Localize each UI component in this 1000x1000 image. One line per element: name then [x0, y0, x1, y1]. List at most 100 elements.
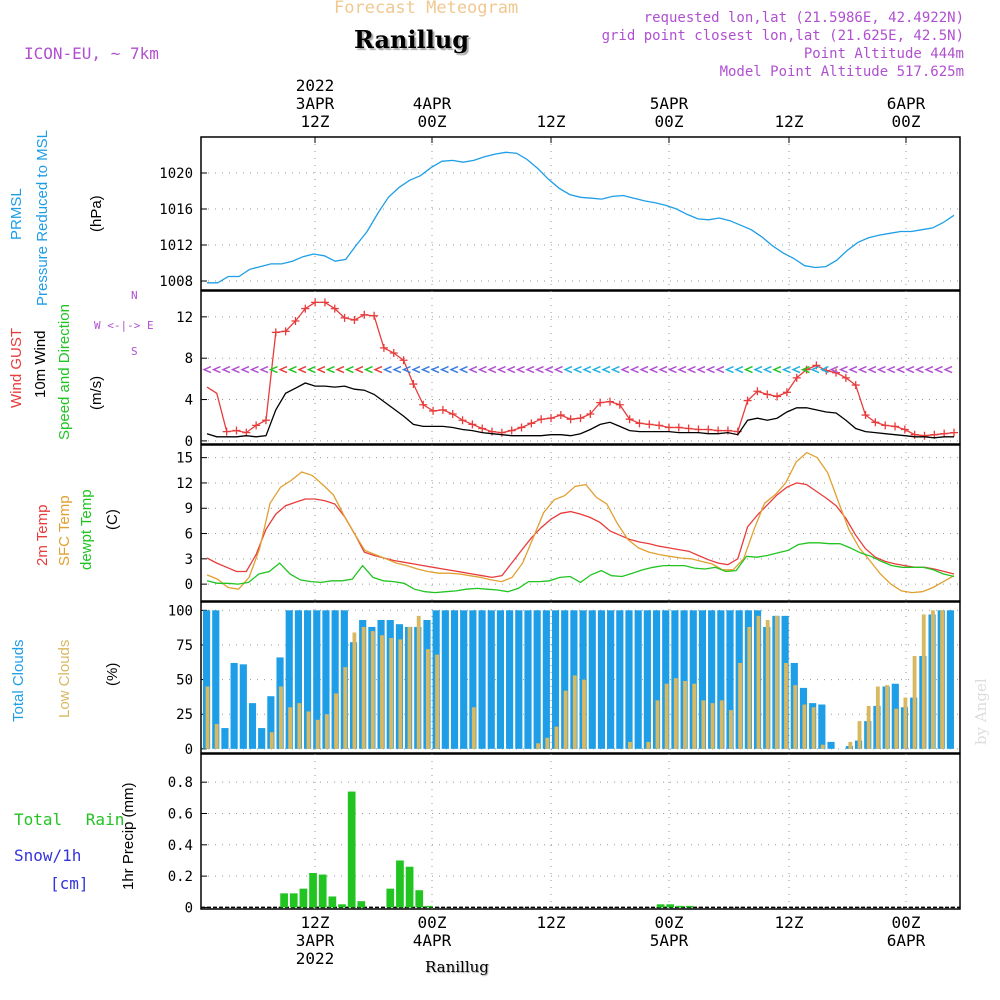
wind-direction-arrow: [411, 365, 421, 374]
y-tick-label: 0.8: [168, 775, 193, 791]
low-cloud-bar: [728, 710, 733, 749]
low-cloud-bar: [370, 631, 375, 749]
series-line-pressure: [207, 151, 955, 284]
gust-marker: [301, 304, 310, 313]
wind-direction-arrow: [943, 365, 953, 374]
low-cloud-bar: [205, 686, 210, 749]
wind-direction-arrow: [914, 365, 924, 374]
top-time-label: 3APR: [295, 94, 335, 113]
total-cloud-bar: [542, 610, 550, 749]
total-cloud-bar: [726, 610, 734, 749]
bottom-time-label: 4APR: [412, 931, 452, 950]
gust-marker: [281, 327, 290, 336]
total-cloud-bar: [478, 610, 486, 749]
total-cloud-bar: [524, 610, 532, 749]
low-cloud-bar: [435, 654, 440, 749]
gust-marker: [360, 310, 369, 319]
gust-marker: [291, 316, 300, 325]
gust-marker: [920, 431, 929, 440]
gust-marker: [596, 398, 605, 407]
wind-direction-arrow: [648, 365, 658, 374]
total-cloud-bar: [239, 664, 247, 749]
wind-direction-arrow: [287, 365, 297, 374]
total-cloud-bar: [698, 610, 707, 749]
y-tick-label: 0: [185, 577, 193, 593]
low-cloud-bar: [279, 686, 283, 749]
total-cloud-bar: [717, 610, 725, 749]
series-line-sfc-temp: [206, 451, 955, 594]
gust-marker: [704, 425, 713, 434]
low-cloud-bar: [389, 638, 394, 749]
y-tick-label: 9: [185, 501, 193, 517]
y-tick-label: 1020: [159, 166, 193, 182]
wind-direction-arrow: [496, 365, 506, 374]
wind-direction-arrow: [544, 365, 554, 374]
wind-direction-arrow: [629, 365, 639, 374]
rain-bar: [415, 890, 424, 908]
wind-direction-arrow: [259, 365, 269, 374]
low-cloud-bar: [912, 656, 917, 749]
gust-marker: [517, 423, 526, 432]
wind-direction-arrow: [221, 365, 231, 374]
low-cloud-bar: [921, 614, 926, 749]
wind-direction-arrow: [468, 365, 478, 374]
wind-direction-arrow: [591, 365, 601, 374]
low-cloud-bar: [288, 707, 293, 749]
total-cloud-bar: [221, 728, 229, 749]
y-tick-label: 1016: [159, 202, 193, 218]
wind-direction-arrow: [772, 365, 782, 374]
total-cloud-bar: [203, 610, 211, 749]
low-cloud-bar: [554, 726, 559, 749]
gust-marker: [478, 424, 487, 433]
rain-bar: [386, 888, 395, 908]
bottom-time-label: 12Z: [300, 913, 330, 932]
low-cloud-bar: [903, 697, 908, 749]
low-cloud-bar: [885, 685, 889, 749]
y-tick-label: 3: [185, 552, 193, 568]
total-cloud-bar: [487, 610, 495, 749]
low-cloud-bar: [646, 741, 651, 749]
low-cloud-bar: [719, 700, 724, 749]
gust-marker: [438, 405, 447, 414]
series-line-dewpt-temp: [206, 542, 955, 594]
y-tick-label: 6: [185, 527, 193, 543]
requested-coords: requested lon,lat (21.5986E, 42.4922N): [643, 10, 964, 26]
rain-bar: [396, 860, 404, 908]
gust-marker: [429, 406, 438, 415]
wind-direction-arrow: [677, 365, 687, 374]
total-cloud-bar: [689, 610, 697, 749]
series-line-10m-wind: [206, 382, 954, 439]
gust-marker: [330, 304, 339, 313]
gust-marker: [832, 368, 841, 377]
rain-bar: [676, 905, 684, 908]
total-cloud-bar: [230, 662, 238, 749]
total-cloud-bar: [450, 610, 459, 749]
low-cloud-bar: [875, 686, 880, 749]
gust-marker: [556, 411, 565, 420]
y-tick-label: 12: [176, 476, 193, 492]
wind-direction-arrow: [401, 365, 411, 374]
wind-direction-arrow: [449, 365, 459, 374]
total-cloud-bar: [708, 610, 716, 749]
wind-direction-arrow: [430, 365, 440, 374]
wind-direction-arrow: [895, 365, 905, 374]
low-cloud-bar: [655, 700, 660, 749]
gust-marker: [674, 423, 683, 432]
rain-bar: [685, 905, 694, 908]
bottom-time-label: 5APR: [649, 931, 689, 950]
compass-s: S: [131, 345, 138, 358]
wind-direction-arrow: [838, 365, 848, 374]
low-cloud-bar: [784, 662, 788, 749]
total-cloud-bar: [212, 610, 220, 749]
wind-direction-arrow: [458, 365, 468, 374]
wind-direction-arrow: [306, 365, 316, 374]
wind-direction-arrow: [572, 365, 582, 374]
y-tick-label: 1008: [159, 274, 193, 290]
total-cloud-bar: [680, 610, 688, 749]
wind-direction-arrow: [297, 365, 307, 374]
wind-direction-arrow: [230, 365, 240, 374]
low-cloud-bar: [324, 714, 329, 749]
wind-direction-arrow: [791, 365, 801, 374]
wind-direction-arrow: [392, 365, 402, 374]
bottom-time-label: 00Z: [891, 913, 921, 932]
